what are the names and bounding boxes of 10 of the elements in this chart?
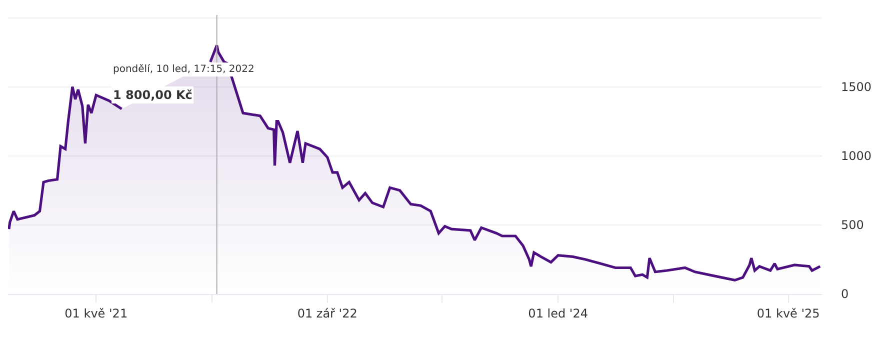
x-tick-label: 01 led '24 [528, 306, 588, 320]
x-tick-label: 01 kvě '25 [756, 306, 820, 320]
y-tick-label: 500 [841, 218, 864, 232]
x-tick-label: 01 zář '22 [297, 306, 358, 320]
x-tick-label: 01 kvě '21 [64, 306, 128, 320]
annotation: pondělí, 10 led, 17:15, 2022 [113, 64, 254, 75]
y-tick-label: 1000 [841, 149, 872, 164]
y-tick-label: 1500 [841, 80, 872, 94]
annotation: 1 800,00 Kč [113, 88, 192, 102]
y-tick-label: 0 [841, 287, 849, 302]
